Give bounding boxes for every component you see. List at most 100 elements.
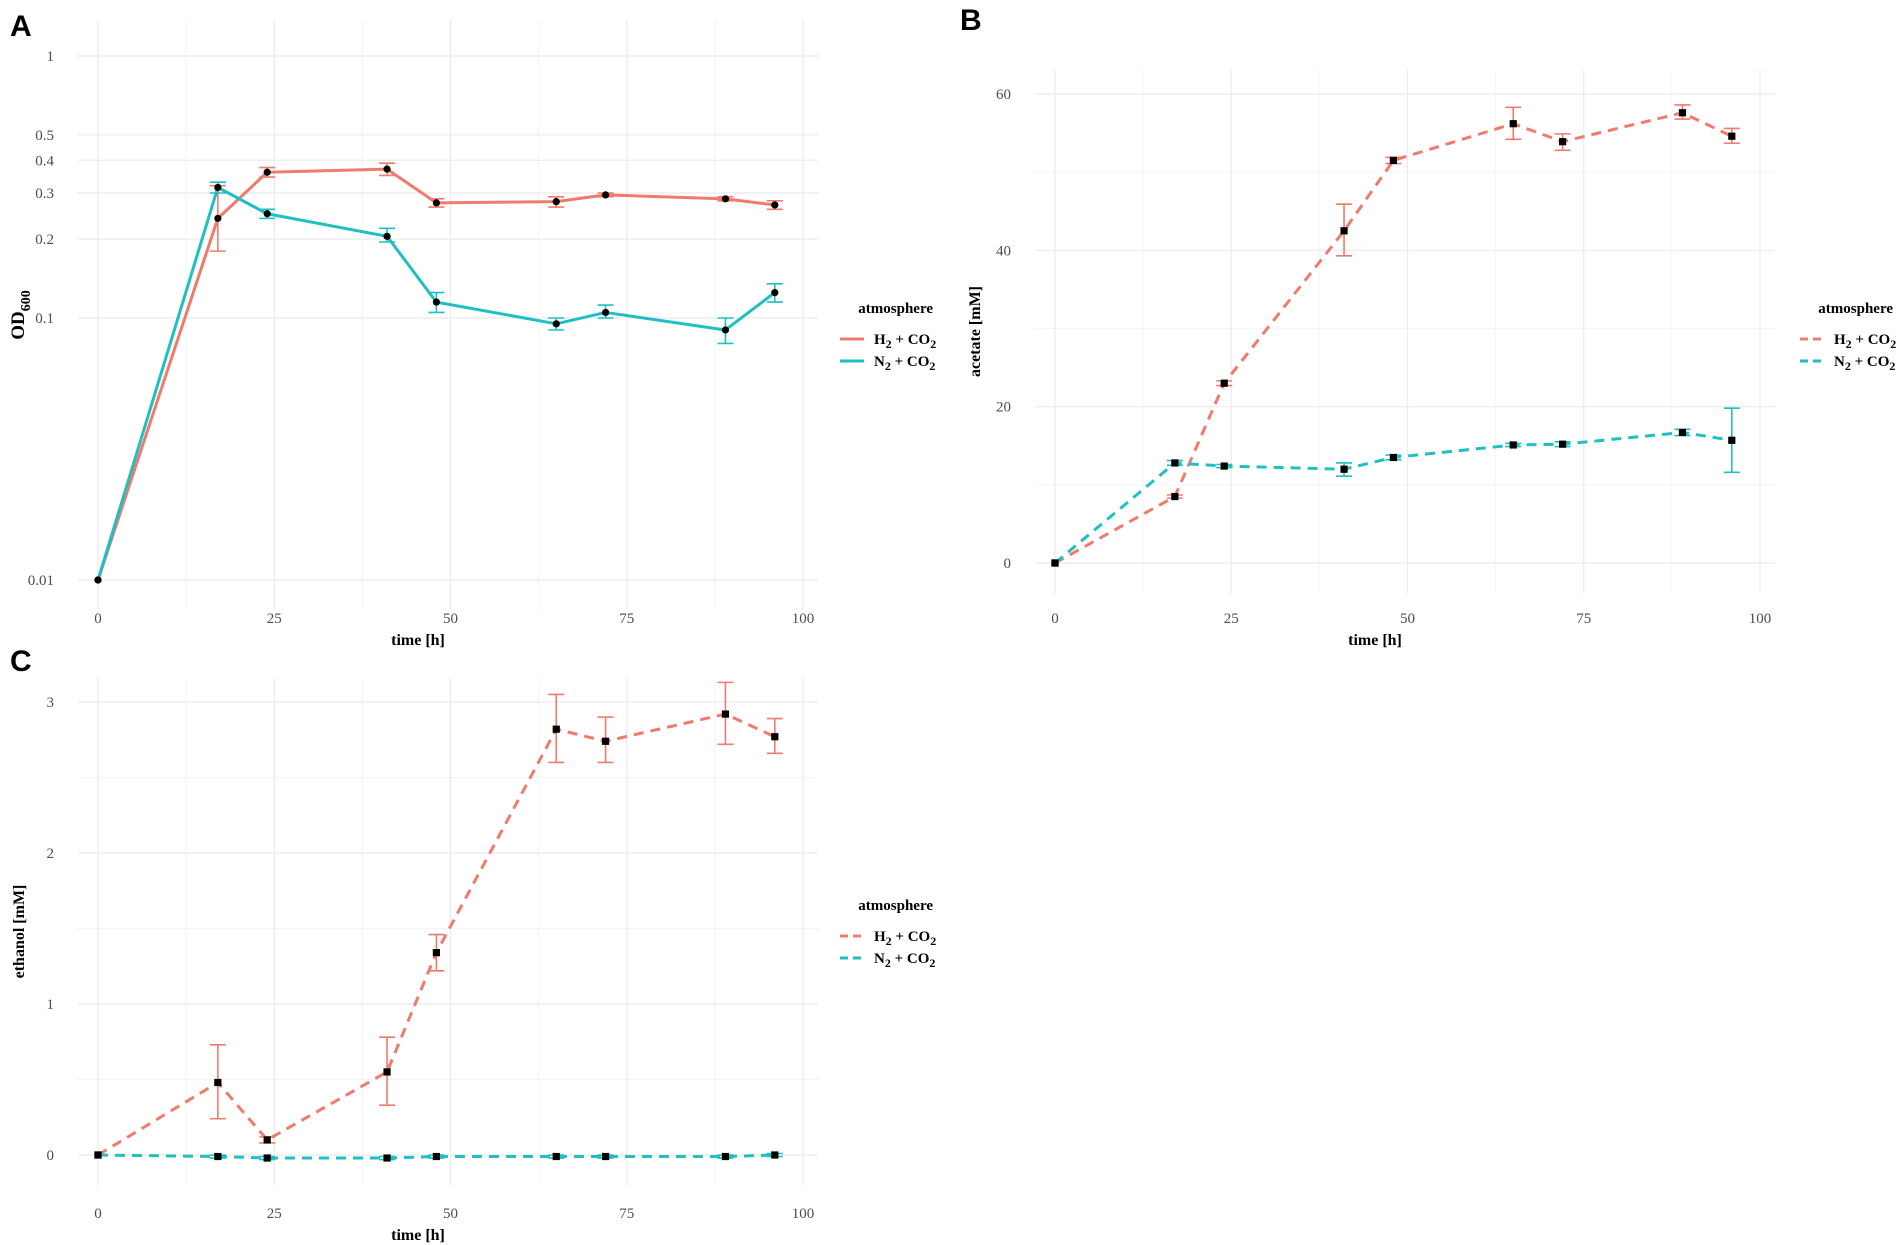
legend-title: atmosphere	[858, 898, 933, 914]
x-tick-label: 25	[1224, 611, 1239, 627]
legend-label-part: + CO	[891, 354, 930, 370]
legend-label-part: H	[874, 332, 886, 348]
data-point	[1389, 156, 1397, 165]
x-tick-label: 0	[94, 1206, 102, 1222]
data-point	[1509, 441, 1517, 449]
data-point	[432, 199, 440, 207]
data-point	[602, 308, 610, 317]
y-axis-title: acetate [mM]	[967, 286, 984, 377]
data-point	[721, 1152, 730, 1161]
series-n2-co2	[94, 1151, 783, 1162]
data-point	[263, 168, 271, 176]
y-tick-label: 1	[47, 997, 55, 1013]
data-point	[771, 201, 779, 209]
data-point	[383, 1068, 391, 1076]
data-point	[383, 165, 391, 173]
data-point	[432, 298, 440, 306]
series-line	[1054, 430, 1733, 565]
x-axis-title: time [h]	[391, 1227, 445, 1244]
data-point	[1678, 109, 1687, 117]
data-point	[1171, 492, 1179, 501]
data-point	[1051, 559, 1059, 567]
data-point	[214, 1078, 222, 1087]
series-line	[1054, 111, 1733, 565]
legend-label-sub: 2	[886, 934, 892, 948]
data-point	[602, 1152, 610, 1161]
data-point	[1728, 132, 1736, 140]
data-point	[1220, 379, 1228, 387]
legend-label: N2 + CO2	[1834, 354, 1895, 373]
y-tick-label: 0	[47, 1148, 55, 1164]
x-tick-label: 100	[1749, 611, 1772, 627]
x-tick-label: 100	[792, 1206, 815, 1222]
legend-label-part: + CO	[892, 929, 931, 945]
x-tick-label: 0	[1051, 611, 1059, 627]
data-point	[1171, 459, 1179, 467]
data-point	[1389, 453, 1397, 462]
legend-title: atmosphere	[1818, 301, 1893, 317]
x-tick-label: 50	[443, 611, 458, 627]
legend-label-sub: 2	[886, 337, 892, 351]
series-h2-co2	[94, 681, 783, 1159]
x-tick-label: 50	[1400, 611, 1415, 627]
x-tick-label: 0	[94, 611, 102, 627]
y-tick-label: 0.4	[35, 153, 54, 169]
data-point	[771, 289, 779, 297]
data-point	[602, 191, 610, 199]
legend-label-part: + CO	[1852, 332, 1891, 348]
data-point	[263, 210, 271, 218]
data-point	[1340, 227, 1348, 235]
x-tick-label: 75	[619, 1206, 634, 1222]
data-point	[552, 198, 560, 206]
series-n2-co2	[1051, 407, 1740, 567]
y-tick-label: 0.2	[35, 232, 54, 248]
y-axis-title: ethanol [mM]	[11, 885, 28, 979]
y-tick-label: 1	[47, 49, 55, 65]
y-tick-label: 0.5	[35, 128, 54, 144]
legend-label-sub: 2	[929, 359, 935, 373]
legend-label-part: + CO	[891, 951, 930, 967]
y-tick-label: 20	[996, 400, 1011, 416]
y-tick-label: 0.1	[35, 311, 54, 327]
y-tick-label: 60	[996, 87, 1011, 103]
data-point	[602, 737, 610, 745]
data-point	[1559, 138, 1567, 146]
series-line	[96, 167, 775, 581]
legend-label: N2 + CO2	[874, 354, 935, 373]
legend-label: H2 + CO2	[874, 929, 936, 948]
x-axis-title: time [h]	[391, 632, 445, 649]
x-tick-label: 25	[267, 1206, 282, 1222]
data-point	[432, 1152, 440, 1161]
data-point	[721, 195, 730, 203]
series-h2-co2	[1051, 104, 1740, 567]
legend-label-part: + CO	[892, 332, 931, 348]
x-tick-label: 75	[619, 611, 634, 627]
legend-title: atmosphere	[858, 301, 933, 317]
legend-label-part: H	[1834, 332, 1846, 348]
legend-label: H2 + CO2	[874, 332, 936, 351]
y-tick-label: 0.3	[35, 186, 54, 202]
y-tick-label: 40	[996, 243, 1011, 259]
legend-label-sub: 2	[930, 337, 936, 351]
legend-label-sub: 2	[1845, 359, 1851, 373]
legend-label-part: H	[874, 929, 886, 945]
panel-label: A	[10, 10, 32, 43]
y-tick-label: 2	[47, 846, 55, 862]
data-point	[94, 576, 102, 584]
data-point	[721, 326, 730, 334]
y-tick-label: 0.01	[28, 573, 54, 589]
data-point	[771, 733, 779, 741]
data-point	[552, 320, 560, 328]
legend-label-part: N	[874, 354, 885, 370]
legend-label: N2 + CO2	[874, 951, 935, 970]
data-point	[552, 725, 560, 733]
x-tick-label: 75	[1576, 611, 1591, 627]
y-axis-title: OD600	[8, 290, 34, 340]
legend-label-sub: 2	[1890, 337, 1896, 351]
legend-label-sub: 2	[1846, 337, 1852, 351]
series-line	[96, 185, 776, 581]
data-point	[383, 232, 391, 240]
data-point	[1559, 440, 1567, 448]
